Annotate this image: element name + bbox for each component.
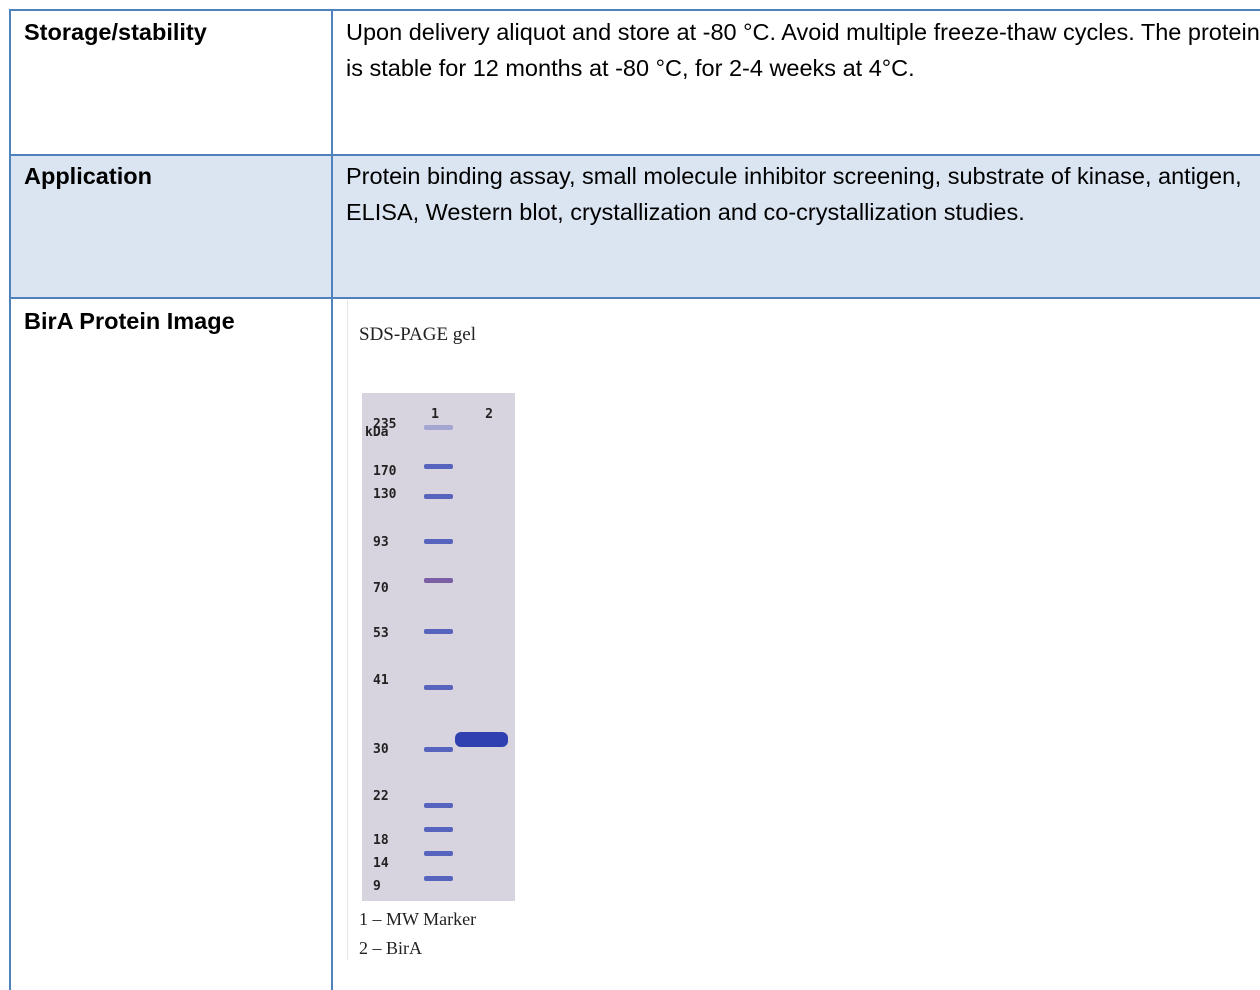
marker-band [424,685,453,690]
marker-band [424,747,453,752]
marker-label: 22 [373,789,389,804]
lane-label: 2 [485,407,493,422]
birA-band [455,732,508,747]
row-text: Protein binding assay, small molecule in… [346,163,1242,225]
marker-label: 93 [373,535,389,550]
gel-image: SDS-PAGE gel kDa 1 – MW Marker 2 – BirA … [347,300,532,965]
marker-band [424,876,453,881]
border [331,9,333,990]
unit-label: kDa [365,425,389,440]
marker-band [424,494,453,499]
marker-band [424,578,453,583]
legend-item: 1 – MW Marker [359,909,476,929]
marker-band [424,827,453,832]
marker-band [424,539,453,544]
marker-label: 235 [373,417,396,432]
border [9,9,11,990]
border [10,154,1260,156]
marker-label: 130 [373,487,397,502]
marker-label: 41 [373,673,389,688]
lane-label: 1 [431,407,439,422]
marker-label: 18 [373,833,389,848]
row-shade [11,156,1260,297]
marker-label: 9 [373,879,381,894]
border [10,9,1260,11]
row-label: Storage/stability [24,19,207,45]
marker-band [424,464,453,469]
legend-item: 2 – BirA [359,938,422,958]
gel-title: SDS-PAGE gel [359,324,476,345]
marker-label: 53 [373,626,389,641]
marker-label: 14 [373,856,389,871]
marker-band [424,425,453,430]
row-label: BirA Protein Image [24,308,235,334]
row-label: Application [24,163,152,189]
marker-label: 30 [373,742,389,757]
marker-label: 70 [373,581,389,596]
marker-band [424,629,453,634]
marker-label: 170 [373,464,397,479]
gel [362,393,515,901]
marker-band [424,851,453,856]
row-text: Upon delivery aliquot and store at -80 °… [346,19,1260,81]
marker-band [424,803,453,808]
border [10,297,1260,299]
